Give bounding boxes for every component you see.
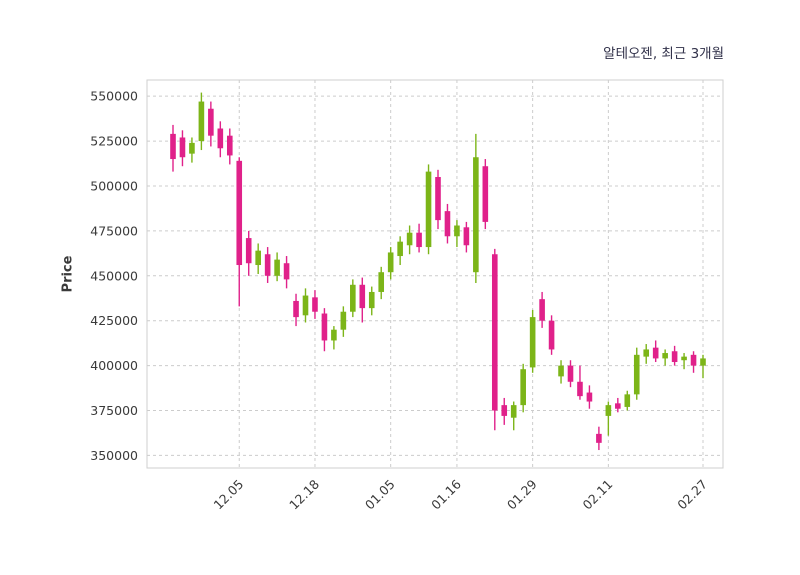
- candle-body: [652, 347, 659, 359]
- candle-body: [548, 320, 555, 350]
- candle-body: [425, 171, 432, 248]
- candle-body: [520, 369, 526, 406]
- candle-body: [378, 272, 385, 292]
- y-tick-label: 375000: [90, 403, 138, 418]
- candle-body: [226, 135, 233, 156]
- candle-body: [700, 358, 706, 366]
- chart-title: 알테오젠, 최근 3개월: [603, 46, 724, 62]
- candle-body: [331, 329, 337, 341]
- plot-background: [147, 80, 723, 468]
- candle-body: [491, 254, 498, 411]
- candle-body: [387, 252, 394, 273]
- x-tick-label: 01.16: [428, 476, 464, 512]
- candle-body: [245, 238, 252, 264]
- candle-body: [577, 381, 583, 397]
- candle-body: [208, 108, 214, 136]
- candle-body: [681, 356, 687, 361]
- candle-body: [643, 349, 650, 357]
- candle-body: [293, 300, 299, 318]
- candle-body: [274, 259, 280, 276]
- candle-body: [416, 232, 422, 248]
- candle-body: [312, 297, 318, 312]
- candle-body: [302, 295, 309, 316]
- candles: [170, 92, 706, 451]
- candle-body: [463, 227, 470, 246]
- candle-body: [368, 291, 375, 309]
- candle-body: [501, 405, 508, 416]
- candle-body: [633, 354, 640, 395]
- candle-body: [586, 392, 593, 402]
- y-tick-label: 550000: [90, 89, 138, 104]
- candle-body: [662, 353, 668, 359]
- candle-body: [444, 211, 451, 237]
- x-tick-label: 02.11: [580, 477, 616, 513]
- candle-body: [454, 225, 460, 237]
- candle-body: [340, 311, 347, 330]
- candle-body: [283, 263, 290, 280]
- plot-border: [146, 79, 724, 469]
- candle-body: [690, 354, 697, 366]
- candle-body: [529, 317, 536, 368]
- candle-body: [198, 101, 205, 142]
- candle-body: [264, 254, 271, 276]
- x-tick-label: 01.05: [362, 477, 398, 513]
- candle-body: [236, 160, 243, 266]
- candle-body: [435, 177, 441, 221]
- y-tick-label: 500000: [90, 178, 138, 193]
- y-tick-labels: 350000 375000 400000 425000 450000 475000 5000…: [90, 89, 138, 463]
- x-tick-label: 01.29: [504, 476, 540, 512]
- y-tick-label: 400000: [90, 358, 138, 373]
- candle-body: [321, 313, 328, 341]
- candle-body: [567, 365, 574, 382]
- candle-body: [170, 133, 176, 160]
- candle-body: [671, 351, 678, 363]
- candle-body: [397, 241, 403, 257]
- candle-body: [615, 403, 621, 409]
- y-tick-label: 475000: [90, 223, 138, 238]
- candle-body: [539, 299, 545, 321]
- grid-lines: [147, 80, 723, 468]
- x-tick-label: 12.18: [286, 476, 322, 512]
- y-tick-label: 425000: [90, 313, 138, 328]
- candle-body: [558, 365, 564, 377]
- candle-body: [217, 128, 224, 149]
- candle-body: [406, 232, 413, 246]
- candle-body: [624, 394, 631, 407]
- candle-body: [596, 433, 602, 443]
- x-tick-labels: 12.05 12.18 01.05 01.16 01.29 02.11 02.27: [210, 476, 710, 512]
- candle-body: [189, 142, 195, 154]
- candle-body: [473, 157, 479, 273]
- y-tick-label: 350000: [90, 448, 138, 463]
- candle-body: [350, 284, 356, 312]
- y-tick-label: 450000: [90, 268, 138, 283]
- candle-body: [179, 137, 186, 158]
- y-tick-label: 525000: [90, 134, 138, 149]
- x-tick-label: 02.27: [674, 477, 710, 513]
- candle-body: [482, 166, 489, 222]
- candle-body: [605, 405, 612, 416]
- candle-body: [359, 284, 366, 309]
- candle-body: [255, 250, 261, 266]
- x-tick-label: 12.05: [210, 477, 246, 513]
- candle-body: [510, 405, 517, 418]
